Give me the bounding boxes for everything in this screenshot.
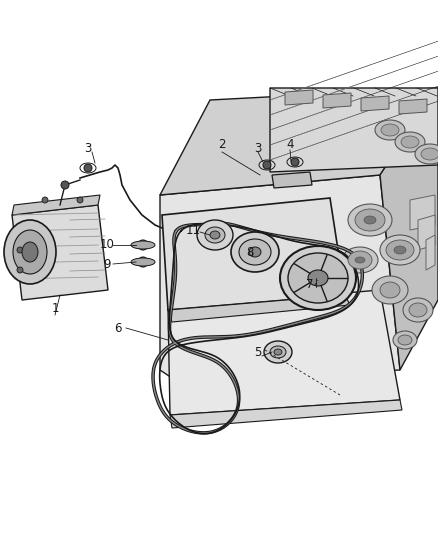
Ellipse shape [131,241,155,249]
Ellipse shape [264,341,292,363]
Text: 7: 7 [306,279,314,292]
Ellipse shape [380,282,400,298]
Polygon shape [168,295,350,322]
Polygon shape [399,99,427,114]
Polygon shape [272,172,312,188]
Ellipse shape [270,346,286,358]
Polygon shape [418,215,435,250]
Ellipse shape [22,242,38,262]
Ellipse shape [355,257,365,263]
Ellipse shape [386,240,414,260]
Polygon shape [170,400,402,428]
Circle shape [42,197,48,203]
Ellipse shape [355,209,385,231]
Ellipse shape [348,251,372,269]
Circle shape [17,247,23,253]
Ellipse shape [210,231,220,239]
Text: 4: 4 [286,139,294,151]
Circle shape [17,267,23,273]
Text: 6: 6 [114,321,122,335]
Circle shape [138,240,148,250]
Ellipse shape [197,220,233,250]
Circle shape [291,158,299,166]
Polygon shape [361,96,389,111]
Ellipse shape [205,227,225,243]
Ellipse shape [364,216,376,224]
Ellipse shape [308,270,328,286]
Polygon shape [270,88,438,172]
Text: 8: 8 [246,246,254,259]
Ellipse shape [394,246,406,254]
Text: 10: 10 [99,238,114,252]
Ellipse shape [421,148,438,160]
Ellipse shape [393,331,417,349]
Ellipse shape [288,253,348,303]
Polygon shape [323,93,351,108]
Text: 5: 5 [254,345,261,359]
Ellipse shape [380,235,420,265]
Ellipse shape [280,246,356,310]
Ellipse shape [4,220,56,284]
Polygon shape [410,195,435,230]
Ellipse shape [398,335,412,345]
Circle shape [138,257,148,267]
Polygon shape [168,290,400,415]
Polygon shape [160,88,438,195]
Ellipse shape [348,204,392,236]
Ellipse shape [131,258,155,266]
Text: 2: 2 [218,139,226,151]
Circle shape [77,197,83,203]
Circle shape [61,181,69,189]
Polygon shape [162,198,345,310]
Circle shape [263,161,271,169]
Polygon shape [160,175,400,380]
Circle shape [84,164,92,172]
Ellipse shape [342,247,378,273]
Ellipse shape [274,349,282,355]
Ellipse shape [409,303,427,317]
Text: 3: 3 [84,141,92,155]
Ellipse shape [415,144,438,164]
Text: 1: 1 [51,302,59,314]
Text: 3: 3 [254,141,261,155]
Polygon shape [285,90,313,105]
Ellipse shape [231,232,279,272]
Ellipse shape [401,136,419,148]
Ellipse shape [372,276,408,304]
Ellipse shape [403,298,433,322]
Polygon shape [426,235,435,270]
Ellipse shape [13,230,47,274]
Text: 11: 11 [186,223,201,237]
Polygon shape [12,195,100,215]
Text: 9: 9 [103,257,111,271]
Ellipse shape [375,120,405,140]
Polygon shape [12,205,108,300]
Ellipse shape [381,124,399,136]
Polygon shape [380,88,438,370]
Ellipse shape [249,247,261,257]
Ellipse shape [239,239,271,265]
Ellipse shape [395,132,425,152]
